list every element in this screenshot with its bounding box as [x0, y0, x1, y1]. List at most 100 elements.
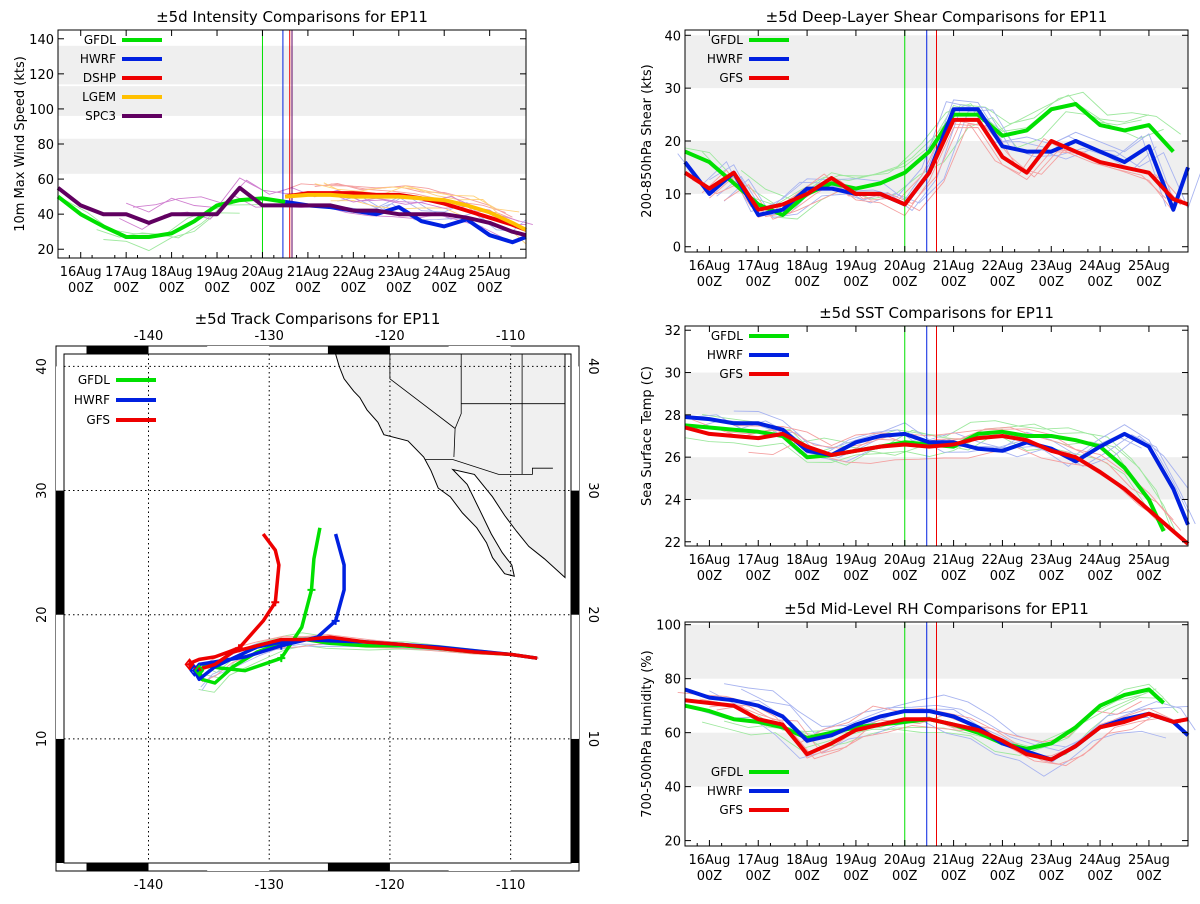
intensity-legend-label: SPC3 [85, 109, 116, 123]
sst-ylabel: Sea Surface Temp (C) [640, 366, 655, 506]
shear-xtick-hour: 00Z [1039, 275, 1065, 290]
map-frame-block [56, 490, 64, 615]
map-lat-label-right: 10 [585, 731, 600, 748]
shear-legend-label: GFS [719, 71, 743, 85]
shear-panel: 01020304016Aug00Z17Aug00Z18Aug00Z19Aug00… [640, 8, 1200, 290]
shear-ytick-label: 30 [664, 82, 681, 97]
state-border [454, 354, 462, 429]
rh-xtick-hour: 00Z [843, 869, 869, 884]
intensity-ytick-label: 60 [37, 173, 54, 188]
track-panel: -140 -140 -130 -130 -120 -120 -110 -110 10 10 20 20… [35, 310, 600, 893]
rh-ytick-label: 60 [664, 727, 681, 742]
sst-xtick-day: 23Aug [1030, 553, 1072, 568]
rh-xtick-hour: 00Z [990, 869, 1016, 884]
shear-xtick-hour: 00Z [843, 275, 869, 290]
rh-panel: 2040608010016Aug00Z17Aug00Z18Aug00Z19Aug… [640, 600, 1196, 884]
track-gfs [187, 532, 538, 672]
intensity-xtick-day: 16Aug [60, 265, 102, 280]
intensity-series-gfdl [56, 195, 286, 239]
sst-xtick-hour: 00Z [1039, 569, 1065, 584]
intensity-ytick-label: 100 [29, 103, 54, 118]
track-diamond-marker [184, 658, 195, 671]
map-lat-label-left: 30 [35, 482, 50, 499]
rh-frame [684, 621, 1189, 847]
sst-ytick-label: 24 [664, 493, 681, 508]
track-marker [277, 654, 286, 663]
rh-xtick-hour: 00Z [746, 869, 772, 884]
shear-xtick-day: 19Aug [835, 259, 877, 274]
sst-xtick-day: 16Aug [688, 553, 730, 568]
sst-xtick-hour: 00Z [794, 569, 820, 584]
shear-xtick-day: 18Aug [786, 259, 828, 274]
sst-title: ±5d SST Comparisons for EP11 [819, 304, 1054, 322]
map-lon-label-top: -120 [375, 329, 405, 344]
shear-xtick-day: 21Aug [933, 259, 975, 274]
intensity-xtick-day: 21Aug [287, 265, 329, 280]
rh-xtick-hour: 00Z [941, 869, 967, 884]
shear-ytick-label: 40 [664, 29, 681, 44]
intensity-legend-label: LGEM [82, 90, 116, 104]
land-coastline [275, 353, 566, 579]
sst-xtick-day: 18Aug [786, 553, 828, 568]
rh-xtick-hour: 00Z [1087, 869, 1113, 884]
shear-xtick-hour: 00Z [990, 275, 1016, 290]
intensity-legend-label: DSHP [83, 71, 116, 85]
intensity-xtick-hour: 00Z [113, 281, 139, 296]
map-lon-label-bottom: -130 [254, 878, 284, 893]
map-frame-block [571, 366, 579, 491]
shear-series-hwrf [683, 107, 1190, 217]
intensity-ytick-label: 20 [37, 243, 54, 258]
map-lat-label-left: 20 [35, 606, 50, 623]
shear-xtick-day: 24Aug [1079, 259, 1121, 274]
sst-series-hwrf [684, 415, 1190, 526]
rh-legend-label: GFDL [711, 765, 743, 779]
sst-ensemble-line [733, 425, 1174, 521]
rh-xtick-day: 20Aug [884, 853, 926, 868]
map-frame-block [327, 346, 390, 354]
sst-ytick-label: 26 [664, 451, 681, 466]
track-legend-label: HWRF [74, 393, 110, 407]
intensity-ylabel: 10m Max Wind Speed (kts) [13, 56, 28, 232]
intensity-ensemble-line [330, 183, 513, 218]
rh-xtick-day: 18Aug [786, 853, 828, 868]
map-lat-label-left: 10 [35, 731, 50, 748]
sst-xtick-day: 25Aug [1128, 553, 1170, 568]
track-marker [307, 585, 316, 594]
sst-xtick-hour: 00Z [892, 569, 918, 584]
map-lat-label-right: 20 [585, 606, 600, 623]
map-frame-block [571, 614, 579, 739]
intensity-ytick-label: 120 [29, 68, 54, 83]
intensity-xtick-hour: 00Z [431, 281, 457, 296]
sst-xtick-hour: 00Z [843, 569, 869, 584]
sst-xtick-hour: 00Z [697, 569, 723, 584]
sst-ytick-label: 30 [664, 367, 681, 382]
state-border [389, 354, 456, 458]
map-frame-block [86, 863, 149, 871]
shear-xtick-hour: 00Z [746, 275, 772, 290]
rh-ytick-label: 80 [664, 673, 681, 688]
track-frame [63, 353, 572, 864]
shear-xtick-day: 23Aug [1030, 259, 1072, 274]
intensity-xtick-hour: 00Z [204, 281, 230, 296]
sst-xtick-hour: 00Z [746, 569, 772, 584]
shear-xtick-hour: 00Z [1087, 275, 1113, 290]
rh-xtick-hour: 00Z [1136, 869, 1162, 884]
track-legend-label: GFDL [78, 373, 110, 387]
intensity-xtick-hour: 00Z [477, 281, 503, 296]
intensity-series-lgem [285, 192, 527, 232]
map-lat-label-right: 40 [585, 358, 600, 375]
shear-ylabel: 200-850hPa Shear (kts) [640, 64, 655, 217]
sst-xtick-day: 21Aug [933, 553, 975, 568]
rh-xtick-day: 23Aug [1030, 853, 1072, 868]
sst-xtick-hour: 00Z [1136, 569, 1162, 584]
sst-xtick-day: 17Aug [737, 553, 779, 568]
map-frame-block [571, 738, 579, 863]
sst-ytick-label: 32 [664, 324, 681, 339]
rh-ensemble-line [701, 694, 1142, 756]
rh-xtick-day: 25Aug [1128, 853, 1170, 868]
shear-xtick-day: 25Aug [1128, 259, 1170, 274]
track-marker [331, 616, 340, 625]
shear-xtick-day: 22Aug [981, 259, 1023, 274]
intensity-legend-label: GFDL [84, 33, 116, 47]
